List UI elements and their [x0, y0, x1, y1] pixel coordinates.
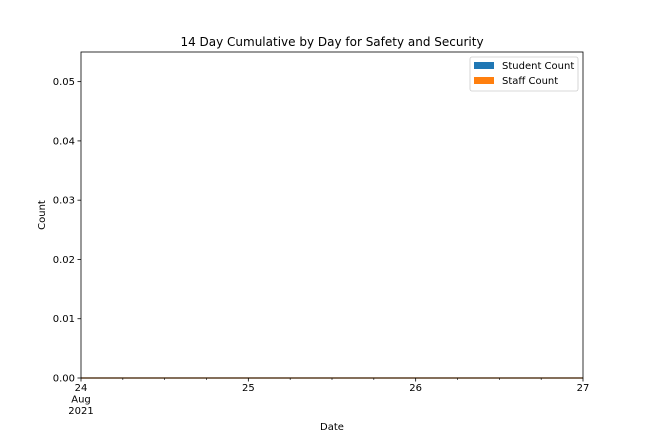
y-tick-label: 0.01 [53, 314, 75, 325]
chart-title: 14 Day Cumulative by Day for Safety and … [180, 35, 483, 49]
y-tick-label: 0.04 [53, 136, 75, 147]
y-axis: 0.00 0.01 0.02 0.03 0.04 0.05 [53, 77, 81, 385]
legend-swatch [474, 62, 494, 69]
x-axis-title: Date [320, 422, 344, 432]
y-tick-label: 0.02 [53, 255, 75, 266]
legend-swatch [474, 77, 494, 84]
x-tick-label: 27 [577, 383, 590, 394]
y-tick-label: 0.05 [53, 77, 75, 88]
y-tick-label: 0.03 [53, 196, 75, 207]
legend-label: Staff Count [502, 76, 558, 87]
legend: Student Count Staff Count [469, 56, 579, 92]
legend-label: Student Count [502, 61, 574, 72]
x-axis: 24 Aug 2021 25 26 27 [68, 378, 589, 417]
x-tick-label: 25 [242, 383, 255, 394]
y-axis-title: Count [37, 200, 48, 230]
y-tick-label: 0.00 [53, 374, 75, 385]
x-tick-label: 26 [409, 383, 422, 394]
legend-box [469, 56, 579, 92]
x-tick-label: 24 Aug 2021 [68, 383, 93, 417]
